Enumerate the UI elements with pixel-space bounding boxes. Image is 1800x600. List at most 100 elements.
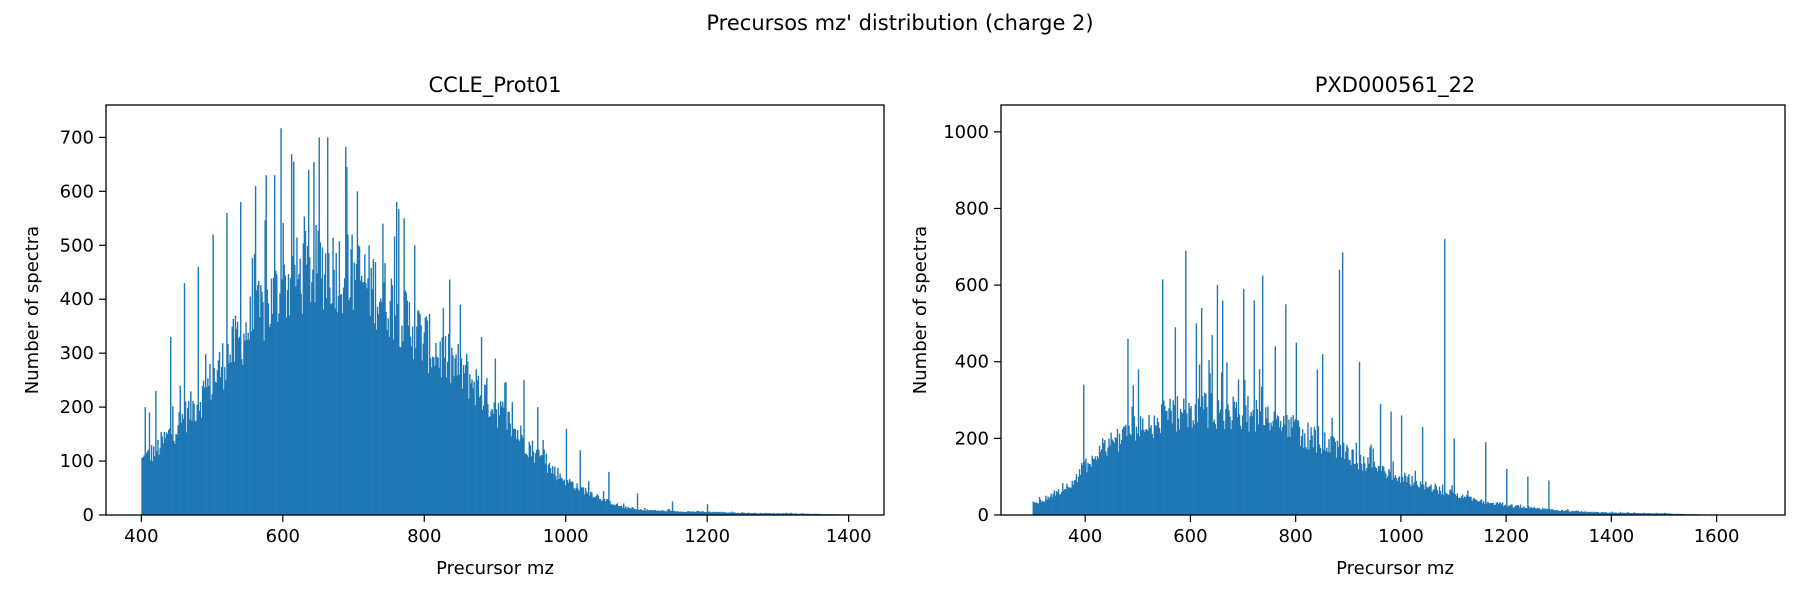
histogram-bar [1378,465,1381,515]
histogram-bar [441,337,444,515]
histogram-bar [1638,513,1641,515]
histogram-bar [734,512,736,515]
histogram-bar [1337,447,1340,515]
histogram-bar [387,318,389,515]
histogram-bar [1344,459,1346,515]
histogram-bar [179,385,181,515]
histogram-bar [1301,429,1304,515]
histogram-bar [1557,510,1560,515]
histogram-bar [502,401,504,515]
histogram-bar [793,513,796,515]
histogram-bar [1598,512,1601,515]
histogram-bar [1513,507,1515,515]
histogram-bar [1619,511,1622,515]
histogram-bar [255,290,258,515]
histogram-bar [269,323,272,515]
histogram-bar [1318,444,1321,515]
histogram-bar [1381,465,1384,515]
histogram-bar [1474,499,1476,515]
histogram-bar [517,439,520,515]
histogram-bar [639,509,642,515]
histogram-bar [218,351,221,515]
histogram-bar [1498,502,1501,515]
histogram-bar [422,343,424,515]
histogram-bar [1534,508,1536,515]
histogram-bar [1254,431,1257,515]
histogram-bar [1296,420,1299,515]
histogram-bar [1123,426,1125,515]
histogram-bar [226,212,228,515]
histogram-bar [1451,485,1453,515]
histogram-bar [1040,502,1043,515]
histogram-bar [501,406,503,515]
histogram-bar [1329,452,1331,515]
histogram-bar [1340,457,1343,515]
histogram-bar [372,259,375,515]
histogram-bar [731,511,733,515]
histogram-bar [521,434,523,515]
histogram-bar [642,510,644,515]
histogram-bar [669,510,672,515]
histogram-bar [156,450,158,515]
histogram-bar [1170,410,1172,515]
histogram-bar [780,513,782,515]
histogram-bar [183,283,186,515]
histogram-bar [1628,512,1630,515]
y-tick-label: 400 [60,289,94,310]
histogram-bar [1587,511,1589,515]
histogram-bar [741,512,744,515]
histogram-bar [1656,513,1659,515]
histogram-bar [1405,475,1407,515]
histogram-bar [446,361,449,515]
histogram-bar [142,457,144,515]
histogram-bar [268,326,271,515]
histogram-bar [219,377,222,515]
histogram-bar [355,263,358,515]
histogram-bar [286,290,289,515]
histogram-bar [266,289,268,515]
histogram-bar [566,480,569,515]
histogram-bar [498,415,501,515]
histogram-bar [774,513,777,515]
histogram-bar [297,279,299,515]
histogram-bar [1199,406,1202,515]
histogram-bar [258,280,260,515]
histogram-bar [340,294,343,515]
histogram-bar [1489,503,1491,515]
histogram-bar [1306,448,1308,515]
histogram-bar [367,278,369,515]
histogram-bar [1370,444,1372,515]
histogram-bar [619,505,622,515]
histogram-bar [1668,513,1670,515]
histogram-bar [1460,496,1463,515]
y-tick-label: 500 [60,235,94,256]
histogram-bar [1376,471,1379,515]
histogram-bar [569,481,572,515]
histogram-bar [1377,466,1380,515]
histogram-bar [1129,433,1131,515]
histogram-bar [722,512,725,515]
histogram-bar [1591,512,1593,515]
histogram-bar [163,431,166,515]
histogram-bar [166,434,169,515]
histogram-bar [272,277,275,515]
histogram-bar [489,416,491,515]
histogram-bar [1203,409,1205,515]
histogram-bar [647,510,649,515]
histogram-bar [1558,510,1561,515]
histogram-bar [421,360,423,515]
histogram-bar [1437,494,1440,515]
histogram-bar [777,513,780,515]
histogram-bar [1049,496,1051,515]
histogram-bar [1106,455,1108,515]
histogram-bar [1461,494,1464,515]
histogram-bar [1213,419,1215,515]
histogram-bar [165,432,168,515]
histogram-bar [775,513,778,515]
histogram-bar [679,511,681,515]
histogram-bar [1518,507,1521,515]
histogram-bar [311,282,313,515]
histogram-bar [660,510,662,515]
histogram-bar [481,409,484,515]
histogram-bar [1256,409,1259,515]
